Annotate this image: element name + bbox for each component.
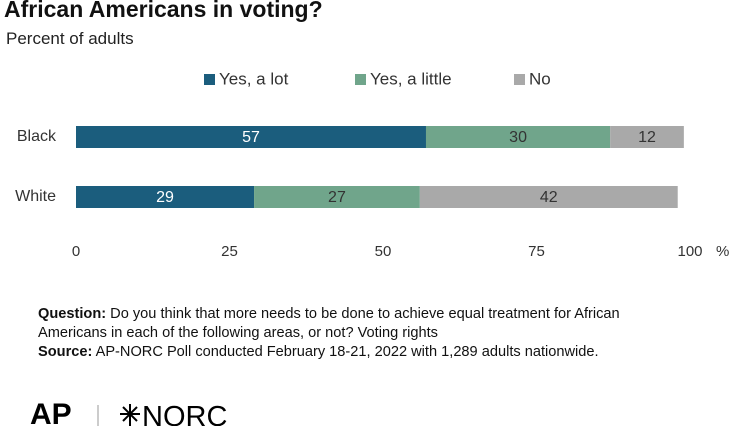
bar-segment (76, 186, 255, 208)
notes: Question: Do you think that more needs t… (38, 305, 686, 362)
bar-segment (419, 186, 678, 208)
value-label: 12 (638, 129, 656, 146)
y-tick-label: White (15, 188, 56, 205)
legend-label: No (529, 69, 551, 88)
legend-label: Yes, a little (370, 69, 452, 88)
legend-swatch (355, 74, 366, 85)
bar-segment (425, 126, 611, 148)
question: Question: Do you think that more needs t… (38, 305, 686, 343)
bar-segment (76, 126, 426, 148)
logo-star (120, 404, 140, 426)
source: Source: AP-NORC Poll conducted February … (38, 343, 686, 362)
value-label: 57 (242, 129, 260, 146)
x-tick-label: 100 (677, 243, 702, 260)
x-tick-label: 25 (221, 243, 238, 260)
y-tick-label: Black (17, 128, 57, 145)
question-label: Question: (38, 306, 107, 322)
x-tick-label: 75 (528, 243, 545, 260)
value-label: 29 (156, 189, 174, 206)
legend-swatch (514, 74, 525, 85)
x-tick-label: 0 (72, 243, 80, 260)
legend-swatch (204, 74, 215, 85)
legend-label: Yes, a lot (219, 69, 289, 88)
bar-segment (254, 186, 420, 208)
bar-segment (610, 126, 684, 148)
chart-title: African Americans in voting? (4, 0, 323, 22)
chart-subtitle: Percent of adults (6, 29, 134, 48)
x-unit: % (716, 243, 729, 260)
x-tick-label: 50 (375, 243, 392, 260)
source-text: AP-NORC Poll conducted February 18-21, 2… (95, 344, 599, 360)
logo-ap: AP (30, 398, 72, 426)
question-text: Do you think that more needs to be done … (38, 306, 620, 341)
value-label: 27 (328, 189, 346, 206)
value-label: 42 (540, 189, 558, 206)
source-label: Source: (38, 344, 93, 360)
logo-norc: NORC (142, 401, 227, 426)
value-label: 30 (509, 129, 527, 146)
